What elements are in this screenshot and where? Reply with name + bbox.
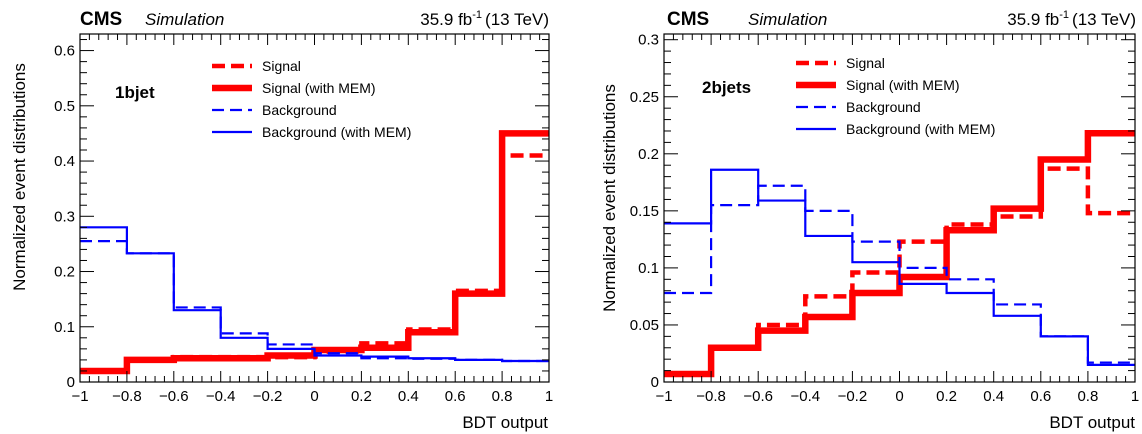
- x-tick-label: −0.6: [743, 388, 773, 405]
- x-tick-label: 0.4: [983, 388, 1004, 405]
- category-label: 2bjets: [702, 78, 751, 97]
- y-axis-label: Normalized event distributions: [10, 63, 29, 291]
- lumi-label: 35.9 fb-1 (13 TeV): [420, 9, 549, 29]
- y-tick-label: 0.05: [630, 317, 659, 334]
- energy-label: (13 TeV): [485, 10, 549, 29]
- series-line-3: [80, 240, 549, 363]
- cms-label: CMS: [80, 9, 122, 30]
- chart-panel-1bjet: CMS Simulation 35.9 fb-1 (13 TeV) 1bjet N…: [10, 9, 553, 432]
- x-axis-label: BDT output: [1049, 413, 1135, 432]
- x-tick-label: −0.2: [253, 388, 283, 405]
- x-tick-label: 0: [310, 388, 318, 405]
- cms-label: CMS: [667, 9, 709, 30]
- y-tick-label: 0: [67, 374, 75, 391]
- chart-2bjets: CMS Simulation 35.9 fb-1 (13 TeV) 2bjets …: [600, 9, 1139, 432]
- x-tick-label: −0.8: [696, 388, 726, 405]
- y-tick-label: 0.2: [638, 146, 659, 163]
- plot-area: −1 −0.8 −0.6 −0.4 −0.2 0 0.2 0.4 0.6 0.8 1 0 0.05 0.1…: [630, 32, 1139, 405]
- y-tick-label: 0.3: [54, 208, 75, 225]
- legend-label: Background (with MEM): [262, 124, 411, 140]
- legend-label: Background: [262, 102, 337, 118]
- x-tick-label: −0.4: [206, 388, 236, 405]
- legend-label: Background: [846, 99, 921, 115]
- x-tick-label: 0.2: [351, 388, 372, 405]
- plot-area: −1 −0.8 −0.6 −0.4 −0.2 0 0.2 0.4 0.6 0.8 1 0 0.1 0.2 0…: [54, 33, 553, 405]
- chart-1bjet: CMS Simulation 35.9 fb-1 (13 TeV) 1bjet N…: [10, 9, 553, 432]
- legend-label: Background (with MEM): [846, 121, 995, 137]
- y-tick-label: 0.3: [638, 32, 659, 49]
- category-label: 1bjet: [115, 83, 155, 102]
- y-tick-label: 0.5: [54, 98, 75, 115]
- x-tick-label: −0.8: [112, 388, 142, 405]
- lumi-exponent: -1: [472, 9, 482, 21]
- series-line-2: [664, 130, 1135, 378]
- x-tick-label: 0.2: [936, 388, 957, 405]
- legend-label: Signal (with MEM): [846, 77, 960, 93]
- series-line-4: [664, 168, 1135, 366]
- x-tick-label: −0.2: [838, 388, 868, 405]
- x-tick-label: 0.8: [492, 388, 513, 405]
- y-tick-label: 0.15: [630, 203, 659, 220]
- y-tick-label: 0.1: [638, 260, 659, 277]
- y-tick-label: 0.6: [54, 43, 75, 60]
- legend-label: Signal: [262, 58, 301, 74]
- x-tick-label: 0.6: [1030, 388, 1051, 405]
- x-tick-label: −1: [71, 388, 88, 405]
- x-tick-label: −1: [655, 388, 672, 405]
- y-tick-label: 0.2: [54, 264, 75, 281]
- simulation-label: Simulation: [748, 10, 827, 29]
- y-tick-label: 0: [651, 374, 659, 391]
- x-tick-label: 1: [545, 388, 553, 405]
- chart-panel-2bjets: CMS Simulation 35.9 fb-1 (13 TeV) 2bjets …: [571, 0, 1142, 434]
- series-line-2: [80, 130, 549, 375]
- lumi-value: 35.9 fb: [1007, 10, 1059, 29]
- lumi-value: 35.9 fb: [420, 10, 472, 29]
- x-tick-label: −0.4: [790, 388, 820, 405]
- x-tick-label: 0.8: [1077, 388, 1098, 405]
- series-line-1: [80, 153, 549, 374]
- x-axis-label: BDT output: [462, 413, 548, 432]
- x-tick-label: −0.6: [159, 388, 189, 405]
- energy-label: (13 TeV): [1072, 10, 1136, 29]
- x-tick-label: 0: [895, 388, 903, 405]
- x-tick-label: 1: [1131, 388, 1139, 405]
- legend-label: Signal: [846, 55, 885, 71]
- lumi-exponent: -1: [1059, 9, 1069, 21]
- y-tick-label: 0.4: [54, 153, 75, 170]
- simulation-label: Simulation: [145, 10, 224, 29]
- y-tick-label: 0.25: [630, 89, 659, 106]
- x-tick-label: 0.4: [398, 388, 419, 405]
- legend-label: Signal (with MEM): [262, 80, 376, 96]
- x-tick-label: 0.6: [445, 388, 466, 405]
- lumi-label: 35.9 fb-1 (13 TeV): [1007, 9, 1136, 29]
- y-tick-label: 0.1: [54, 319, 75, 336]
- series-line-3: [664, 184, 1135, 364]
- y-axis-label: Normalized event distributions: [600, 84, 619, 312]
- series-line-4: [80, 226, 549, 363]
